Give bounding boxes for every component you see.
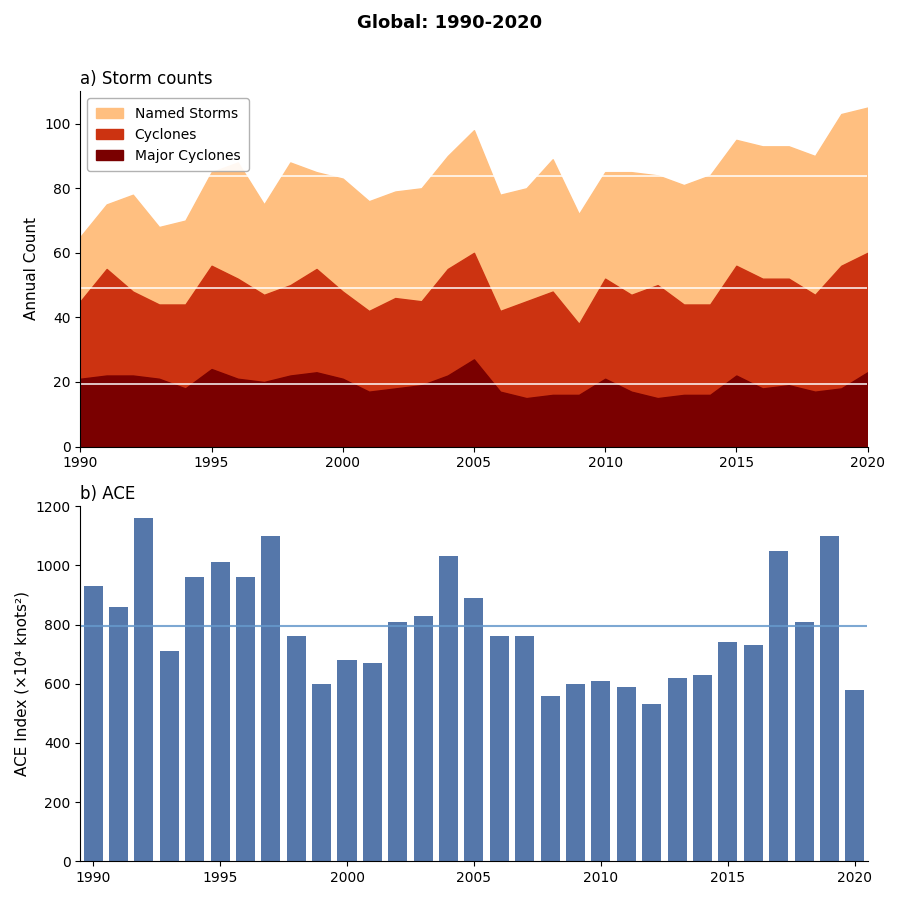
- Bar: [591, 680, 610, 861]
- Bar: [338, 660, 356, 861]
- Bar: [541, 696, 560, 861]
- Bar: [770, 551, 788, 861]
- Y-axis label: ACE Index (×10⁴ knots²): ACE Index (×10⁴ knots²): [15, 591, 30, 776]
- Text: b) ACE: b) ACE: [80, 485, 136, 503]
- Bar: [439, 556, 458, 861]
- Bar: [287, 636, 306, 861]
- Bar: [490, 636, 508, 861]
- Bar: [261, 536, 281, 861]
- Y-axis label: Annual Count: Annual Count: [23, 218, 39, 320]
- Bar: [84, 586, 103, 861]
- Bar: [185, 577, 204, 861]
- Bar: [363, 663, 382, 861]
- Bar: [515, 636, 535, 861]
- Bar: [820, 536, 839, 861]
- Bar: [668, 678, 687, 861]
- Bar: [159, 652, 179, 861]
- Bar: [388, 622, 408, 861]
- Bar: [211, 562, 230, 861]
- Bar: [845, 689, 864, 861]
- Bar: [693, 675, 712, 861]
- Bar: [718, 643, 737, 861]
- Text: a) Storm counts: a) Storm counts: [80, 70, 213, 88]
- Bar: [795, 622, 814, 861]
- Bar: [109, 607, 128, 861]
- Bar: [743, 645, 763, 861]
- Bar: [134, 518, 153, 861]
- Text: Global: 1990-2020: Global: 1990-2020: [357, 14, 543, 32]
- Bar: [643, 705, 662, 861]
- Bar: [236, 577, 255, 861]
- Bar: [566, 684, 585, 861]
- Legend: Named Storms, Cyclones, Major Cyclones: Named Storms, Cyclones, Major Cyclones: [87, 98, 248, 171]
- Bar: [312, 684, 331, 861]
- Bar: [616, 687, 635, 861]
- Bar: [464, 598, 483, 861]
- Bar: [414, 616, 433, 861]
